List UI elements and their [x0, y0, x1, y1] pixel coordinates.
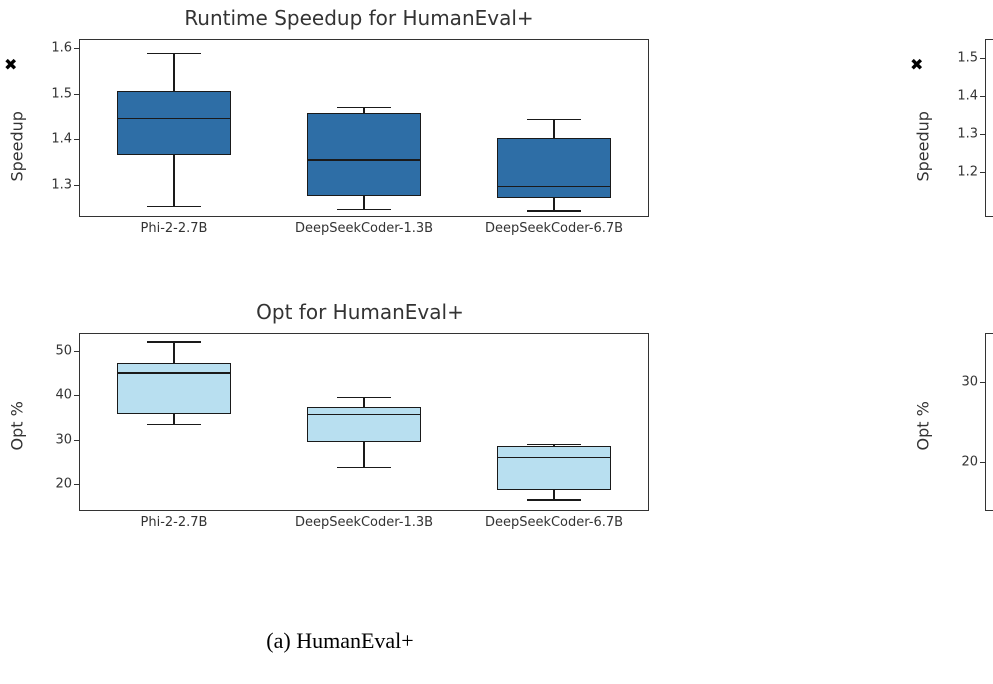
- box-whisker: [173, 414, 175, 423]
- y-tick-mark: [980, 58, 985, 59]
- y-tick-label: 20: [34, 477, 72, 492]
- y-tick-mark: [74, 484, 79, 485]
- box-whisker: [363, 442, 365, 467]
- box-rect: [117, 91, 231, 155]
- y-tick-mark: [980, 134, 985, 135]
- y-tick-label: 1.5: [34, 86, 72, 101]
- y-tick-mark: [980, 462, 985, 463]
- box-whisker: [553, 490, 555, 499]
- box-whisker: [553, 198, 555, 210]
- subplot-caption: (a) HumanEval+: [190, 628, 490, 654]
- y-tick-mark: [74, 139, 79, 140]
- y-tick-mark: [74, 48, 79, 49]
- x-tick-label: DeepSeekCoder-6.7B: [485, 221, 623, 236]
- y-tick-label: 1.5: [940, 50, 978, 65]
- y-tick-mark: [74, 185, 79, 186]
- y-tick-label: 30: [34, 432, 72, 447]
- box-median: [497, 457, 611, 459]
- box-whisker-cap: [527, 499, 580, 501]
- x-tick-label: Phi-2-2.7B: [141, 221, 208, 236]
- y-axis-marker-top-right: ✖: [910, 55, 923, 74]
- box-whisker-cap: [527, 210, 580, 212]
- y-tick-mark: [980, 96, 985, 97]
- y-axis-label-bottom-left: Opt %: [8, 397, 27, 451]
- x-tick-label: DeepSeekCoder-6.7B: [485, 515, 623, 530]
- y-tick-label: 1.2: [940, 164, 978, 179]
- box-whisker-cap: [337, 467, 390, 469]
- y-tick-label: 1.6: [34, 41, 72, 56]
- box-whisker: [173, 341, 175, 362]
- plot-area-bottom-right: [985, 333, 993, 511]
- box-whisker: [173, 155, 175, 205]
- box-whisker-cap: [147, 53, 200, 55]
- box-whisker-cap: [147, 341, 200, 343]
- y-axis-label-top-right: Speedup: [914, 112, 933, 182]
- y-tick-mark: [980, 172, 985, 173]
- y-tick-mark: [74, 94, 79, 95]
- y-tick-label: 1.3: [34, 178, 72, 193]
- box-whisker-cap: [337, 209, 390, 211]
- box-whisker: [363, 196, 365, 208]
- y-tick-mark: [980, 382, 985, 383]
- box-whisker-cap: [337, 107, 390, 109]
- box-median: [497, 186, 611, 188]
- box-rect: [497, 138, 611, 198]
- box-whisker: [363, 397, 365, 408]
- y-tick-label: 20: [940, 455, 978, 470]
- box-rect: [307, 407, 421, 442]
- y-axis-label-top-left: Speedup: [8, 112, 27, 182]
- box-median: [307, 159, 421, 161]
- x-tick-label: DeepSeekCoder-1.3B: [295, 221, 433, 236]
- box-whisker-cap: [527, 444, 580, 446]
- box-whisker-cap: [337, 397, 390, 399]
- y-tick-label: 40: [34, 388, 72, 403]
- box-whisker-cap: [147, 424, 200, 426]
- box-whisker-cap: [527, 119, 580, 121]
- plot-area-top-right: [985, 39, 993, 217]
- box-whisker: [553, 119, 555, 138]
- box-rect: [117, 363, 231, 415]
- y-tick-label: 50: [34, 343, 72, 358]
- y-tick-label: 1.4: [34, 132, 72, 147]
- x-tick-label: DeepSeekCoder-1.3B: [295, 515, 433, 530]
- y-tick-mark: [74, 395, 79, 396]
- y-tick-label: 1.3: [940, 126, 978, 141]
- y-axis-marker-top-left: ✖: [4, 55, 17, 74]
- y-tick-label: 30: [940, 374, 978, 389]
- chart-title-bottom-left: Opt for HumanEval+: [210, 300, 510, 324]
- box-rect: [307, 113, 421, 197]
- y-tick-mark: [74, 440, 79, 441]
- box-whisker-cap: [147, 206, 200, 208]
- y-tick-label: 1.4: [940, 88, 978, 103]
- chart-title-top-left: Runtime Speedup for HumanEval+: [139, 6, 579, 30]
- box-median: [117, 118, 231, 120]
- box-rect: [497, 446, 611, 490]
- y-axis-label-bottom-right: Opt %: [914, 397, 933, 451]
- box-median: [307, 414, 421, 416]
- box-whisker: [173, 53, 175, 92]
- x-tick-label: Phi-2-2.7B: [141, 515, 208, 530]
- box-median: [117, 372, 231, 374]
- y-tick-mark: [74, 351, 79, 352]
